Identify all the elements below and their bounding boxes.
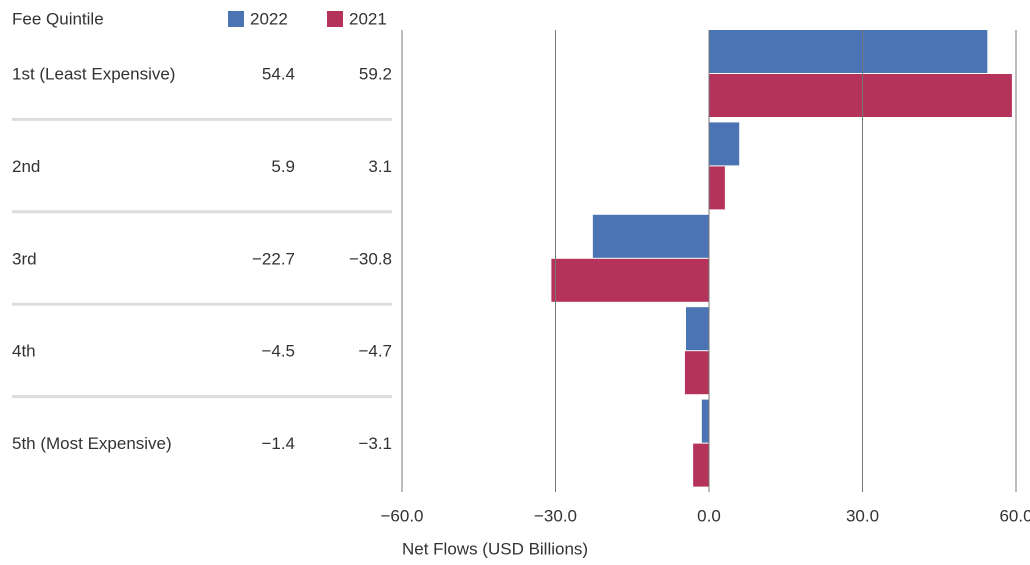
x-tick-label: 30.0 bbox=[846, 506, 879, 525]
bar bbox=[709, 122, 740, 166]
value-label: −4.5 bbox=[261, 342, 295, 361]
value-label: −30.8 bbox=[349, 249, 392, 268]
category-label: 2nd bbox=[12, 157, 40, 176]
value-label: −4.7 bbox=[358, 342, 392, 361]
category-label: 3rd bbox=[12, 249, 37, 268]
legend-label: 2021 bbox=[349, 9, 387, 28]
value-label: −22.7 bbox=[252, 249, 295, 268]
bar bbox=[709, 74, 1012, 117]
x-tick-label: −30.0 bbox=[534, 506, 577, 525]
x-tick-label: −60.0 bbox=[380, 506, 423, 525]
value-label: −1.4 bbox=[261, 434, 295, 453]
x-tick-label: 0.0 bbox=[697, 506, 721, 525]
x-axis-title: Net Flows (USD Billions) bbox=[402, 539, 588, 558]
category-label: 5th (Most Expensive) bbox=[12, 434, 172, 453]
value-label: 54.4 bbox=[262, 64, 295, 83]
legend-label: 2022 bbox=[250, 9, 288, 28]
bar bbox=[709, 166, 725, 210]
category-label: 1st (Least Expensive) bbox=[12, 64, 175, 83]
category-header: Fee Quintile bbox=[12, 9, 104, 28]
value-label: 59.2 bbox=[359, 64, 392, 83]
bar bbox=[592, 214, 709, 258]
x-tick-label: 60.0 bbox=[999, 506, 1030, 525]
bar bbox=[709, 30, 988, 73]
bar bbox=[693, 443, 709, 487]
bar bbox=[551, 258, 709, 302]
bar bbox=[684, 351, 709, 395]
legend-swatch bbox=[228, 11, 244, 27]
value-label: 5.9 bbox=[271, 157, 295, 176]
bar bbox=[701, 399, 709, 443]
category-label: 4th bbox=[12, 342, 36, 361]
bar bbox=[685, 307, 709, 351]
value-label: 3.1 bbox=[368, 157, 392, 176]
value-label: −3.1 bbox=[358, 434, 392, 453]
legend-swatch bbox=[327, 11, 343, 27]
